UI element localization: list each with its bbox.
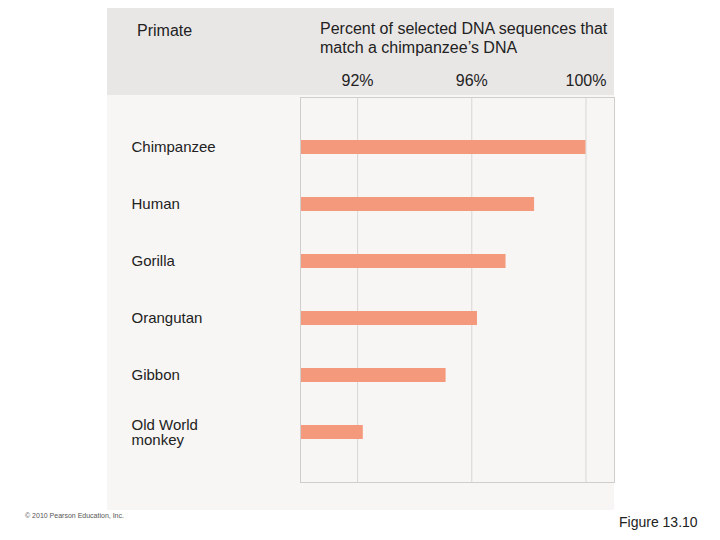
svg-text:Orangutan: Orangutan (132, 309, 203, 326)
svg-text:Old Worldmonkey: Old Worldmonkey (132, 416, 198, 448)
html-text:Primate: Primate (137, 22, 193, 39)
html-text:© 2010 Pearson Education, Inc.: © 2010 Pearson Education, Inc. (25, 512, 124, 519)
svg-text:92%: 92% (342, 72, 374, 89)
svg-text:Gorilla: Gorilla (132, 252, 176, 269)
svg-text:96%: 96% (456, 72, 488, 89)
html-text:Percent of selected DNA sequen: Percent of selected DNA sequences that m… (320, 20, 608, 56)
svg-text:Gibbon: Gibbon (132, 366, 180, 383)
html-text:Figure 13.10: Figure 13.10 (619, 514, 698, 530)
svg-text:Human: Human (132, 195, 180, 212)
svg-text:Chimpanzee: Chimpanzee (132, 138, 216, 155)
svg-text:100%: 100% (565, 72, 606, 89)
